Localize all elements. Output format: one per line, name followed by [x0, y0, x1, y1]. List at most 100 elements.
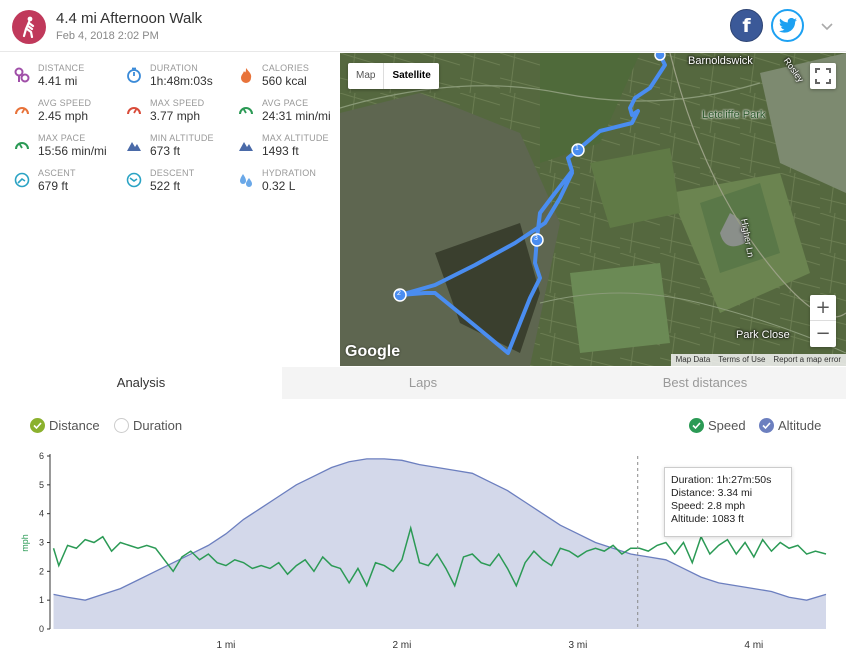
map-mode-button[interactable]: Map [356, 70, 376, 81]
pace-icon [239, 107, 253, 115]
walking-icon [12, 10, 46, 44]
fullscreen-button[interactable] [810, 63, 836, 89]
stopwatch-icon [127, 67, 141, 83]
stat-value: 3.77 mph [150, 109, 201, 123]
tab-laps[interactable]: Laps [408, 375, 438, 390]
stat-label: MIN ALTITUDE [150, 133, 214, 143]
map-attribution: Map Data Terms of Use Report a map error [670, 354, 846, 366]
lap-marker-label-3: 3 [534, 235, 538, 242]
stat-label: ASCENT [38, 168, 76, 178]
speedometer-icon [127, 107, 141, 115]
altitude-line [53, 458, 827, 601]
stat-calories: CALORIES 560 kcal [224, 63, 336, 93]
chart-tooltip: Duration: 1h:27m:50s Distance: 3.34 mi S… [664, 467, 792, 537]
activity-header: 4.4 mi Afternoon Walk Feb 4, 2018 2:02 P… [0, 0, 846, 52]
speed-toggle[interactable]: Speed [689, 417, 746, 433]
stat-label: AVG PACE [262, 98, 309, 108]
stat-ascent: ASCENT 679 ft [0, 168, 112, 198]
zoom-controls: + − [810, 295, 836, 347]
stat-label: DURATION [150, 63, 198, 73]
lap-marker-2[interactable] [393, 288, 407, 302]
map-data-link[interactable]: Map Data [675, 355, 711, 364]
lap-marker-3[interactable] [530, 233, 544, 247]
stat-avg-speed: AVG SPEED 2.45 mph [0, 98, 112, 128]
terms-of-use-link[interactable]: Terms of Use [718, 355, 766, 364]
map-type-toggle[interactable]: Map Satellite [348, 63, 439, 89]
speedometer-icon [15, 107, 29, 115]
google-logo: Google [345, 343, 401, 360]
checkmark-icon [30, 417, 45, 433]
zoom-in-button[interactable]: + [810, 295, 836, 321]
lap-marker-1[interactable] [571, 143, 585, 157]
stat-value: 673 ft [150, 144, 181, 158]
altitude-toggle[interactable]: Altitude [759, 417, 821, 433]
analysis-tabs: Analysis Laps Best distances [0, 367, 846, 399]
facebook-share-button[interactable]: f [730, 9, 763, 42]
stat-value: 24:31 min/mi [262, 109, 331, 123]
stat-label: MAX SPEED [150, 98, 205, 108]
report-map-error-link[interactable]: Report a map error [773, 355, 841, 364]
satellite-mode-button[interactable]: Satellite [383, 63, 438, 89]
distance-toggle-label: Distance [49, 417, 100, 433]
tooltip-distance: Distance: 3.34 mi [671, 487, 753, 499]
y-tick-label: 3 [39, 538, 44, 548]
x-tick-label: 1 mi [217, 640, 236, 651]
stat-label: DESCENT [150, 168, 195, 178]
stat-hydration: HYDRATION 0.32 L [224, 168, 336, 198]
y-tick-label: 2 [39, 566, 44, 576]
stat-value: 560 kcal [262, 74, 307, 88]
analysis-chart[interactable]: 0 1 2 3 4 5 6 mph 1 mi 2 mi 3 mi 4 mi [0, 440, 846, 652]
stat-label: AVG SPEED [38, 98, 92, 108]
stat-value: 1493 ft [262, 144, 299, 158]
stat-max-speed: MAX SPEED 3.77 mph [112, 98, 224, 128]
water-drops-icon [240, 174, 252, 187]
distance-icon [14, 67, 30, 83]
altitude-area [53, 458, 826, 629]
twitter-share-button[interactable] [771, 9, 804, 42]
satellite-imagery [340, 53, 846, 366]
stats-panel: DISTANCE 4.41 mi DURATION 1h:48m:03s CALORIE… [0, 53, 340, 366]
stat-distance: DISTANCE 4.41 mi [0, 63, 112, 93]
ascent-icon [14, 172, 30, 188]
twitter-icon [778, 18, 797, 33]
map-label-park: Letcliffe Park [702, 109, 766, 121]
duration-toggle[interactable]: Duration [114, 417, 182, 433]
x-tick-label: 4 mi [744, 640, 763, 651]
x-tick-label: 2 mi [392, 640, 411, 651]
stat-value: 522 ft [150, 179, 181, 193]
flame-icon [241, 68, 252, 83]
unchecked-circle-icon [114, 417, 129, 433]
stat-label: HYDRATION [262, 168, 317, 178]
tab-analysis[interactable]: Analysis [0, 367, 282, 399]
stat-label: DISTANCE [38, 63, 85, 73]
route-map[interactable]: 1 2 3 Barnoldswick Rosley Letcliffe Park… [340, 53, 846, 366]
stat-label: MAX PACE [38, 133, 86, 143]
y-tick-label: 6 [39, 451, 44, 461]
tab-best-distances[interactable]: Best distances [662, 375, 748, 390]
activity-title: 4.4 mi Afternoon Walk [56, 10, 203, 27]
checkmark-icon [759, 417, 774, 433]
lap-marker-label-1: 1 [575, 145, 579, 152]
stat-max-pace: MAX PACE 15:56 min/mi [0, 133, 112, 163]
tooltip-speed: Speed: 2.8 mph [671, 500, 746, 512]
distance-toggle[interactable]: Distance [30, 417, 100, 433]
y-tick-label: 1 [39, 595, 44, 605]
map-label-close: Park Close [736, 329, 790, 341]
stat-value: 1h:48m:03s [150, 74, 213, 88]
fullscreen-icon [815, 68, 831, 84]
checkmark-icon [689, 417, 704, 433]
y-axis-label: mph [20, 534, 30, 552]
mountain-icon [239, 142, 253, 151]
stat-descent: DESCENT 522 ft [112, 168, 224, 198]
speed-line [52, 525, 827, 588]
altitude-toggle-label: Altitude [778, 417, 822, 433]
duration-toggle-label: Duration [133, 417, 183, 433]
x-tick-label: 3 mi [568, 640, 587, 651]
stat-min-altitude: MIN ALTITUDE 673 ft [112, 133, 224, 163]
chevron-down-icon[interactable] [820, 19, 834, 33]
stat-avg-pace: AVG PACE 24:31 min/mi [224, 98, 336, 128]
zoom-out-button[interactable]: − [815, 323, 831, 344]
speed-toggle-label: Speed [708, 417, 746, 433]
y-tick-label: 5 [39, 480, 44, 490]
y-tick-label: 0 [39, 624, 44, 634]
